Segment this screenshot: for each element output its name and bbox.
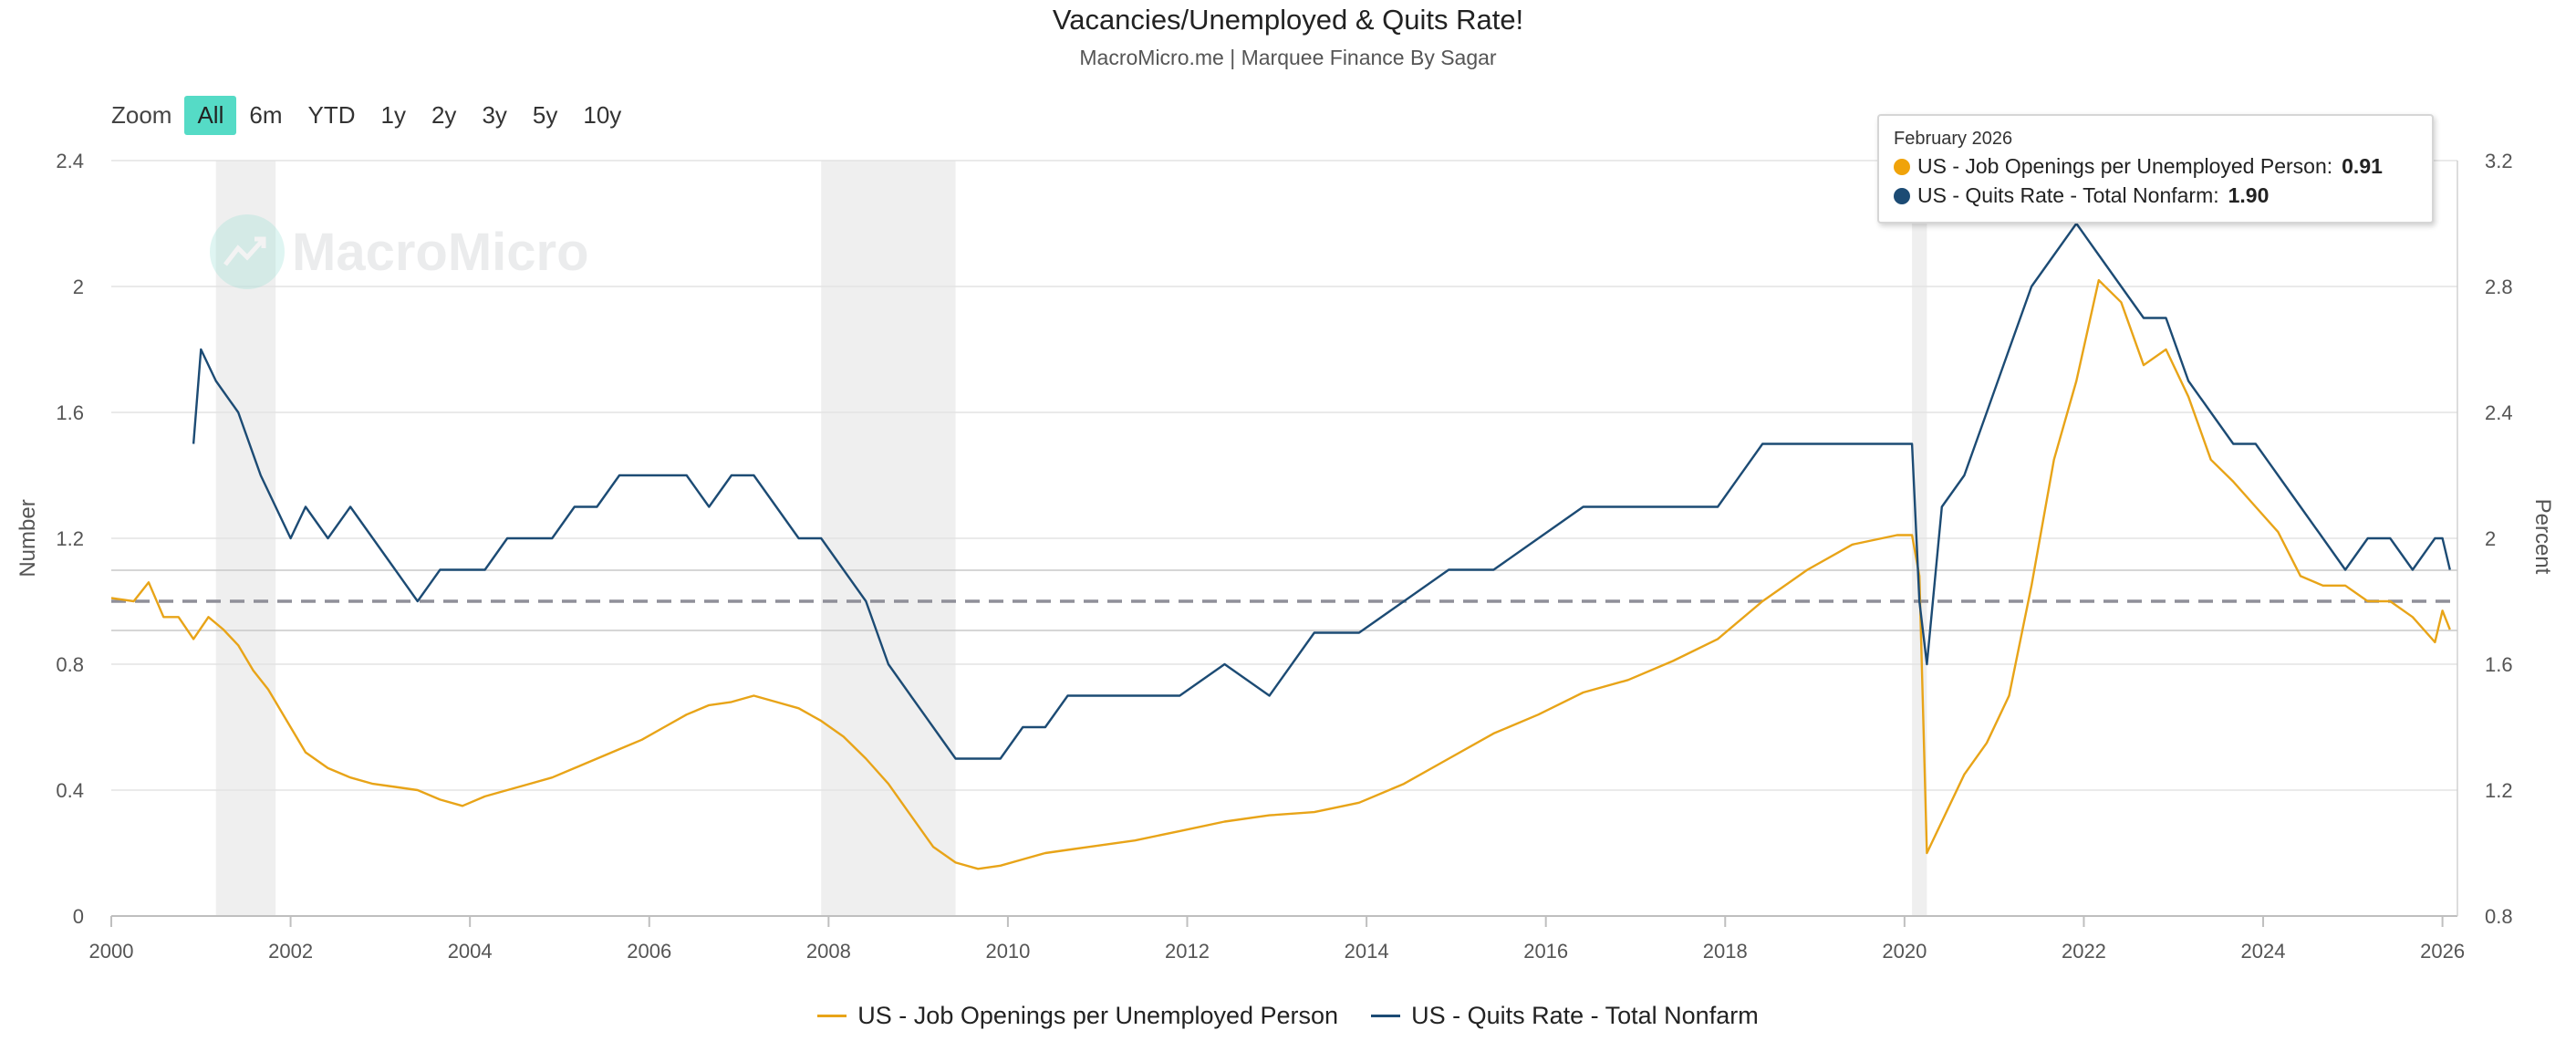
zoom-1y-button[interactable]: 1y [380,100,406,129]
series-job-openings-line[interactable] [110,278,2451,870]
x-tick-label: 2004 [448,940,493,963]
zoom-toolbar: Zoom All 6m YTD 1y 2y 3y 5y 10y [108,95,634,135]
x-tick-label: 2024 [2241,940,2286,963]
tooltip-dot-icon [1894,158,1910,175]
tooltip-value: 0.91 [2342,154,2383,178]
chart-subtitle: MacroMicro.me | Marquee Finance By Sagar [1079,46,1497,69]
right-tick-label: 0.8 [2485,905,2513,928]
axes: 0 0.8 0.4 1.2 0.8 1.6 1.2 2 1.6 2.4 2 2.8 2.4 3.2 2000… [56,150,2512,963]
legend-item-job-openings[interactable]: US - Job Openings per Unemployed Person [817,1002,1338,1030]
watermark-text: MacroMicro [292,222,589,282]
right-tick-label: 2.4 [2485,401,2513,424]
x-tick-label: 2008 [806,940,851,963]
left-tick-label: 0 [73,905,84,928]
zoom-2y-button[interactable]: 2y [431,100,457,129]
reference-lines [111,569,2457,631]
legend-label: US - Quits Rate - Total Nonfarm [1411,1002,1759,1029]
right-tick-label: 2 [2485,527,2496,550]
right-axis-title: Percent [2530,499,2555,575]
x-tick-label: 2012 [1165,940,1210,963]
left-tick-label: 2 [73,276,84,298]
x-tick-label: 2006 [627,940,671,963]
x-tick-label: 2014 [1345,940,1389,963]
x-tick-label: 2022 [2062,940,2106,963]
right-tick-label: 1.2 [2485,779,2513,802]
left-tick-label: 0.8 [56,653,84,676]
x-tick-label: 2026 [2420,940,2465,963]
x-tick-label: 2020 [1882,940,1927,963]
legend-item-quits-rate[interactable]: US - Quits Rate - Total Nonfarm [1371,1002,1759,1030]
x-tick-label: 2000 [89,940,134,963]
right-tick-label: 1.6 [2485,653,2513,676]
zoom-ytd-button[interactable]: YTD [307,100,356,129]
left-tick-label: 2.4 [56,150,84,172]
tooltip-row-quits-rate: US - Quits Rate - Total Nonfarm: 1.90 [1894,183,2269,208]
right-tick-label: 3.2 [2485,150,2513,172]
series-lines[interactable] [110,222,2451,870]
legend-line-icon [817,1015,847,1017]
macromicro-logo-icon [210,214,285,289]
zoom-label: Zoom [111,100,172,129]
legend-line-icon [1371,1015,1401,1017]
tooltip-label: US - Quits Rate - Total Nonfarm: [1917,183,2219,207]
left-tick-label: 1.6 [56,401,84,424]
legend: US - Job Openings per Unemployed Person … [0,1002,2576,1030]
zoom-10y-button[interactable]: 10y [583,100,622,129]
legend-label: US - Job Openings per Unemployed Person [857,1002,1339,1029]
tooltip-dot-icon [1894,187,1910,204]
tooltip-row-job-openings: US - Job Openings per Unemployed Person:… [1894,154,2383,179]
series-quits-rate-line[interactable] [192,222,2451,760]
left-tick-label: 1.2 [56,527,84,550]
zoom-6m-button[interactable]: 6m [249,100,283,129]
zoom-all-button[interactable]: All [184,95,237,135]
tooltip-value: 1.90 [2228,183,2270,207]
x-tick-label: 2010 [985,940,1030,963]
chart-title: Vacancies/Unemployed & Quits Rate! [1052,4,1524,36]
left-tick-label: 0.4 [56,779,84,802]
x-tick-label: 2002 [268,940,313,963]
right-tick-label: 2.8 [2485,276,2513,298]
x-tick-label: 2016 [1523,940,1568,963]
tooltip: February 2026 US - Job Openings per Unem… [1877,114,2434,224]
x-tick-label: 2018 [1703,940,1748,963]
zoom-5y-button[interactable]: 5y [532,100,558,129]
left-axis-title: Number [16,499,40,577]
tooltip-date: February 2026 [1894,129,2013,149]
zoom-3y-button[interactable]: 3y [482,100,507,129]
tooltip-label: US - Job Openings per Unemployed Person: [1917,154,2333,178]
watermark: MacroMicro [210,214,589,289]
